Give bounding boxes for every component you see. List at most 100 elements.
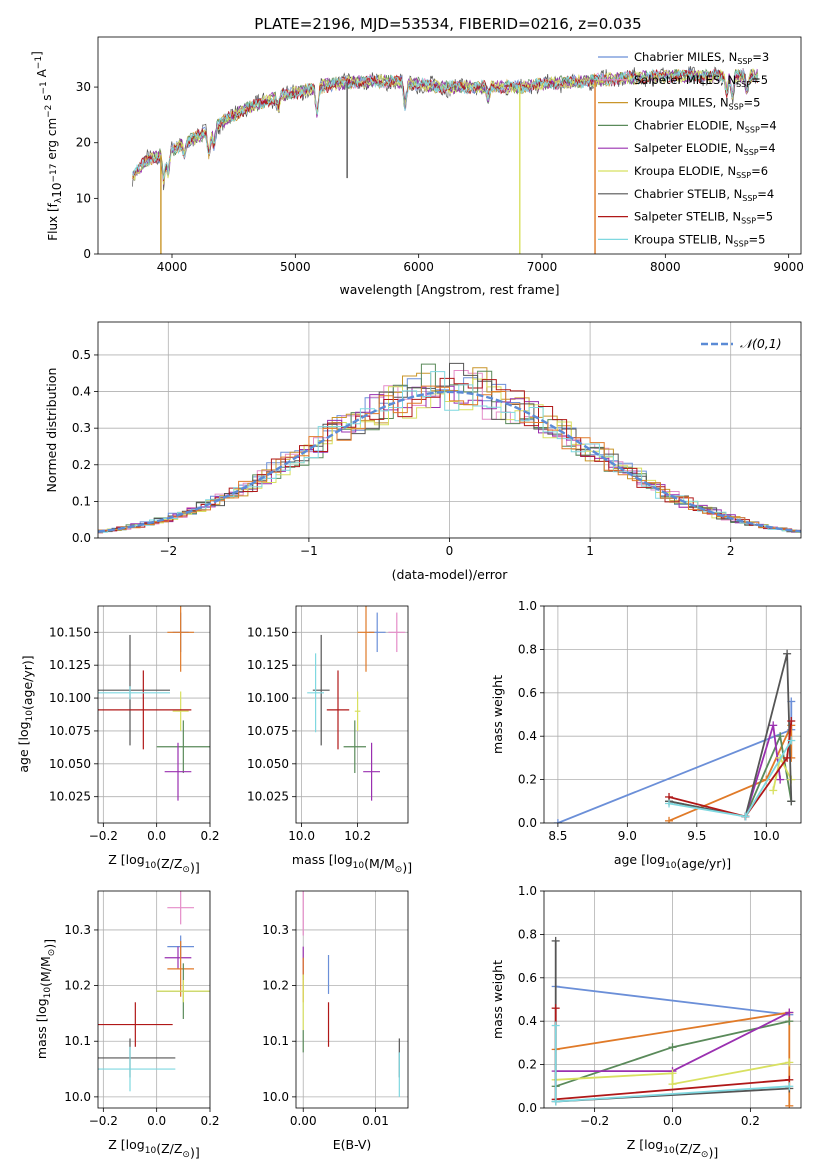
y-tick-label: 0.2 (518, 1058, 537, 1072)
label-part: 10 (25, 710, 35, 722)
y-tick-label: 20 (76, 136, 91, 150)
label-part: (Z/Z (675, 1141, 701, 1156)
x-tick-label: 9000 (773, 260, 804, 274)
y-axis-label: mass weight (490, 675, 505, 754)
label-part: ⊙ (701, 1150, 709, 1160)
label-part: (Z/Z (156, 856, 182, 871)
x-tick-label: −0.2 (89, 829, 118, 843)
legend-name: Chabrier MILES, N (634, 50, 737, 64)
y-axis-label: mass weight (490, 960, 505, 1039)
axes-frame (295, 890, 409, 1109)
y-tick-label: 0.3 (72, 421, 91, 435)
label-part: )] (708, 1145, 718, 1160)
legend-name: Kroupa STELIB, N (634, 232, 734, 246)
y-axis-label: age [log10(age/yr)] (16, 655, 35, 772)
label-part: ⊙ (395, 865, 403, 875)
label-part: s (40, 95, 54, 105)
label-part: 10 (145, 1146, 157, 1156)
legend-label: Chabrier STELIB, NSSP=4 (634, 187, 774, 203)
axes-frame (295, 605, 409, 824)
legend-sub: SSP (729, 103, 744, 112)
panel-spectrum: 4000 5000 6000 7000 8000 9000 0 10 20 30 wavelengt… (30, 36, 804, 297)
y-axis-label: Normed distribution (44, 368, 59, 493)
y-tick-label: 10 (76, 191, 91, 205)
y-tick-label: 0.2 (72, 458, 91, 472)
x-tick-label: 0.0 (663, 1114, 682, 1128)
label-part: 10 (145, 861, 157, 871)
legend-sub: SSP (734, 239, 749, 248)
y-tick-label: 10.2 (64, 979, 91, 993)
label-part: −1 (39, 81, 49, 94)
y-tick-label: 0.6 (518, 971, 537, 985)
y-tick-label: 10.150 (49, 625, 91, 639)
x-axis-label: Z [log10(Z/Z⊙)] (108, 852, 199, 875)
panel-age-vs-mass: 10.0 10.2 10.025 10.050 10.075 10.100 10.125 10… (247, 605, 412, 875)
label-text: Z [log (108, 852, 144, 867)
legend-name: Salpeter ELODIE, N (634, 141, 744, 155)
x-tick-label: −0.2 (89, 1114, 118, 1128)
x-axis-label: age [log10(age/yr)] (614, 852, 731, 871)
label-part: (age/yr)] (20, 655, 35, 710)
y-tick-label: 10.1 (64, 1034, 91, 1048)
y-tick-label: 0.0 (518, 816, 537, 830)
y-axis-label: mass [log10(M/M⊙)] (34, 939, 57, 1059)
legend-label: Kroupa STELIB, NSSP=5 (634, 232, 765, 248)
legend-name: Salpeter STELIB, N (634, 210, 741, 224)
label-part: ] (30, 51, 44, 56)
label-part: ⊙ (182, 1150, 190, 1160)
legend-count: =4 (757, 187, 774, 201)
y-tick-label: 10.075 (49, 724, 91, 738)
y-tick-label: 10.2 (262, 979, 289, 993)
x-tick-label: 9.5 (687, 829, 706, 843)
panel-mass-vs-ebv: 0.00 0.01 10.0 10.1 10.2 10.3 E(B-V) (262, 890, 409, 1152)
axes-frame (543, 605, 802, 824)
x-tick-label: 0.0 (147, 829, 166, 843)
legend-count: =4 (759, 141, 776, 155)
x-tick-label: 1 (586, 544, 594, 558)
x-axis-label: E(B-V) (333, 1137, 372, 1152)
legend-count: =4 (760, 118, 777, 132)
legend-name: Kroupa MILES, N (634, 96, 729, 110)
panel-mass-weight-vs-Z: −0.2 0.0 0.2 0.0 0.2 0.4 0.6 0.8 1.0 mass weight Z… (490, 884, 802, 1160)
x-tick-label: 0.2 (741, 1114, 760, 1128)
legend-count: =5 (749, 232, 766, 246)
x-tick-label: 2 (727, 544, 735, 558)
label-part: 10 (50, 183, 64, 198)
plot-area (296, 891, 408, 1108)
x-tick-label: 0.0 (147, 1114, 166, 1128)
legend-name: Chabrier ELODIE, N (634, 118, 745, 132)
y-tick-label: 10.025 (247, 790, 289, 804)
x-tick-label: 7000 (527, 260, 558, 274)
panel-residuals: −2 −1 0 1 2 0.0 0.1 0.2 0.3 0.4 0.5 (data-model)/er… (44, 321, 802, 582)
y-tick-label: 10.125 (49, 658, 91, 672)
x-axis-label: Z [log10(Z/Z⊙)] (627, 1137, 718, 1160)
y-tick-label: 0.2 (518, 773, 537, 787)
y-tick-label: 10.125 (247, 658, 289, 672)
label-part: ⊙ (47, 949, 57, 957)
y-tick-label: 0.6 (518, 686, 537, 700)
label-part: −2 (44, 105, 54, 118)
y-tick-label: 0.4 (518, 729, 537, 743)
label-part: )] (42, 939, 57, 949)
x-tick-label: 0.00 (290, 1114, 317, 1128)
x-tick-label: 4000 (157, 260, 188, 274)
plot-area (132, 66, 759, 254)
label-text: age [log (614, 852, 665, 867)
series-line (668, 653, 793, 818)
legend-sub: SSP (741, 217, 756, 226)
x-tick-label: −2 (159, 544, 177, 558)
plot-area (98, 606, 210, 823)
legend-label: 𝒩(0,1) (740, 336, 782, 351)
legend-label: Chabrier ELODIE, NSSP=4 (634, 118, 777, 134)
x-axis-label: wavelength [Angstrom, rest frame] (339, 282, 559, 297)
label-part: (age/yr)] (676, 856, 731, 871)
axes-frame (97, 36, 802, 255)
y-tick-label: 10.1 (262, 1034, 289, 1048)
axes-frame (97, 890, 211, 1109)
label-part: )] (190, 860, 200, 875)
y-tick-label: 10.3 (262, 923, 289, 937)
y-tick-label: 0.0 (518, 1101, 537, 1115)
label-part: (M/M (38, 956, 53, 987)
label-part: −1 (34, 56, 44, 69)
